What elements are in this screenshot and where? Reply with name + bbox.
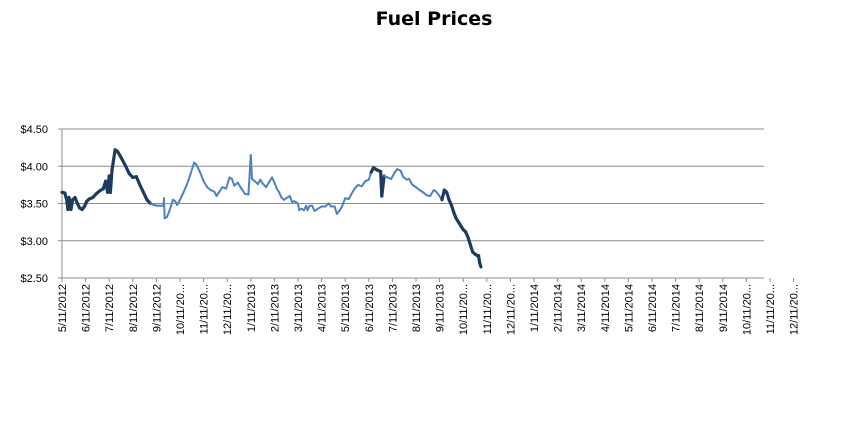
x-tick-label: 8/11/2014 bbox=[694, 284, 706, 332]
x-tick-label: 7/11/2014 bbox=[671, 284, 683, 332]
series-segment bbox=[119, 155, 128, 168]
x-tick-label: 10/11/20... bbox=[741, 284, 753, 335]
series-segment bbox=[110, 148, 117, 172]
x-tick-label: 12/11/20... bbox=[222, 284, 234, 335]
y-tick-label: $3.50 bbox=[20, 199, 48, 211]
x-tick-label: 6/11/2013 bbox=[364, 284, 376, 332]
series-segment bbox=[429, 189, 435, 198]
series-segment bbox=[350, 187, 356, 196]
series-segment bbox=[273, 181, 278, 190]
y-tick-labels: $4.50 $4.00 $3.50 $3.00 $2.50 bbox=[20, 124, 48, 285]
series-segment bbox=[236, 181, 243, 190]
x-tick-label: 11/11/20... bbox=[765, 284, 777, 334]
series-segment bbox=[230, 177, 236, 187]
x-tick-label: 10/11/20... bbox=[458, 284, 470, 335]
series-segment bbox=[288, 195, 294, 204]
series-segment bbox=[249, 154, 253, 180]
x-tick-label: 9/11/2014 bbox=[718, 284, 730, 332]
x-tick-label: 9/11/2013 bbox=[435, 284, 447, 332]
x-tick-label: 8/11/2012 bbox=[128, 284, 140, 332]
series-segment bbox=[179, 191, 185, 201]
series-segment bbox=[166, 209, 171, 218]
x-tick-label: 4/11/2013 bbox=[317, 284, 329, 332]
series-segment bbox=[189, 161, 196, 175]
series-segment bbox=[168, 198, 174, 212]
x-tick-label: 3/11/2014 bbox=[576, 284, 588, 332]
series-segment bbox=[202, 180, 209, 189]
series-segment bbox=[240, 187, 246, 195]
series-segment bbox=[108, 168, 114, 194]
x-tick-label: 1/11/2014 bbox=[529, 284, 541, 332]
series-segment bbox=[182, 183, 189, 194]
y-tick-label: $4.50 bbox=[20, 124, 48, 136]
y-tick-label: $2.50 bbox=[20, 273, 48, 285]
series-segment bbox=[390, 171, 396, 180]
axis-layer bbox=[58, 128, 795, 282]
x-tick-label: 12/11/20... bbox=[789, 284, 801, 335]
x-tick-label: 8/11/2013 bbox=[411, 284, 423, 332]
x-tick-label: 2/11/2014 bbox=[553, 284, 565, 332]
series-segment bbox=[407, 177, 414, 186]
series-segment bbox=[265, 180, 271, 189]
y-tick-label: $3.00 bbox=[20, 236, 48, 248]
x-tick-label: 7/11/2012 bbox=[104, 284, 116, 332]
series-segment bbox=[162, 197, 166, 220]
x-tick-labels: 5/11/2012 6/11/2012 7/11/2012 8/11/2012 9/11… bbox=[57, 284, 801, 335]
x-tick-label: 5/11/2014 bbox=[623, 284, 635, 332]
series-segment bbox=[360, 180, 367, 188]
x-tick-label: 9/11/2012 bbox=[151, 284, 163, 332]
series-segment bbox=[478, 261, 483, 269]
x-tick-label: 6/11/2012 bbox=[81, 284, 93, 332]
series-segment bbox=[199, 171, 205, 183]
series-segment bbox=[217, 186, 224, 194]
series-segment bbox=[399, 169, 405, 178]
x-tick-label: 4/11/2014 bbox=[600, 284, 612, 332]
series-segment bbox=[195, 163, 202, 174]
series-layer bbox=[60, 148, 483, 269]
series-segment bbox=[69, 198, 75, 212]
x-tick-label: 2/11/2013 bbox=[269, 284, 281, 332]
series-segment bbox=[186, 172, 192, 186]
series-segment bbox=[297, 202, 301, 212]
x-tick-label: 11/11/20... bbox=[199, 284, 211, 334]
x-tick-label: 3/11/2013 bbox=[293, 284, 305, 332]
x-tick-label: 6/11/2014 bbox=[647, 284, 659, 332]
series-segment bbox=[333, 205, 338, 215]
series-segment bbox=[340, 197, 347, 209]
y-tick-label: $4.00 bbox=[20, 161, 48, 173]
x-tick-label: 1/11/2013 bbox=[246, 284, 258, 332]
x-tick-label: 7/11/2013 bbox=[387, 284, 399, 332]
x-tick-label: 5/11/2012 bbox=[57, 284, 69, 332]
x-tick-label: 12/11/20... bbox=[505, 284, 517, 335]
chart-title: Fuel Prices bbox=[375, 8, 493, 30]
x-tick-label: 11/11/20... bbox=[482, 284, 494, 334]
series-segment bbox=[225, 176, 231, 190]
x-tick-label: 5/11/2013 bbox=[340, 284, 352, 332]
x-tick-label: 10/11/20... bbox=[175, 284, 187, 335]
series-segment bbox=[380, 174, 386, 198]
